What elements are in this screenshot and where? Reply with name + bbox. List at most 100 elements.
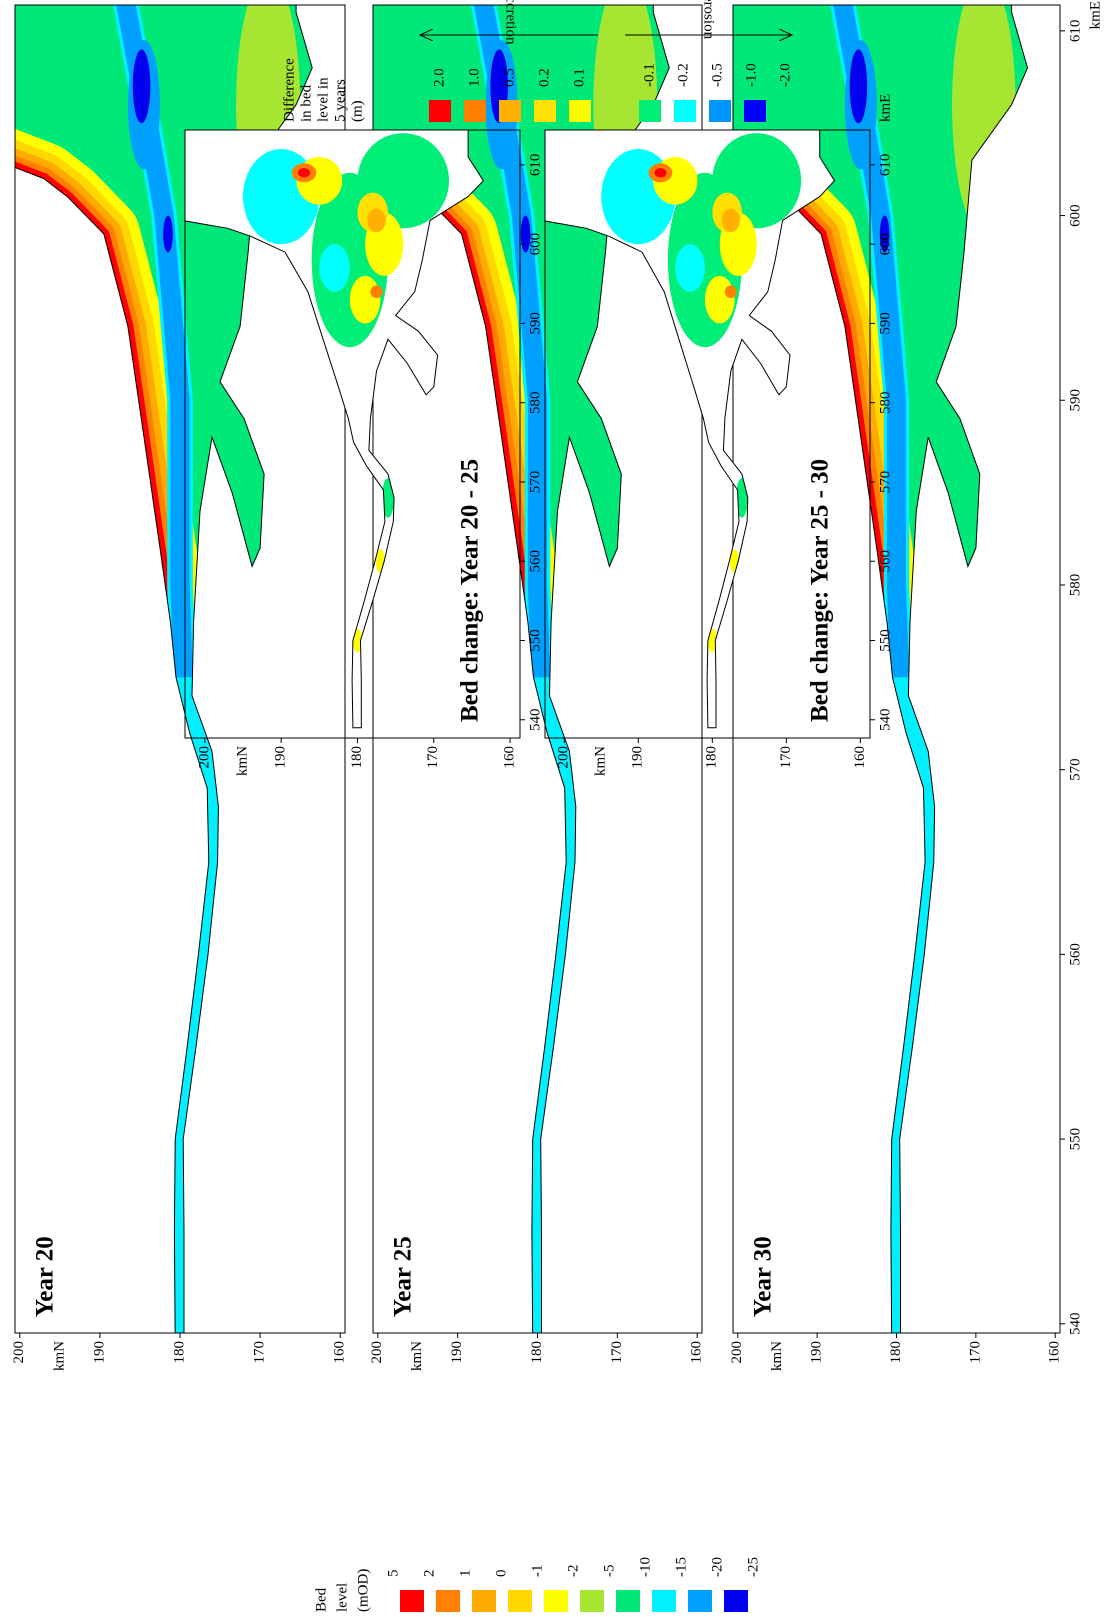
legend-swatch — [534, 100, 556, 122]
change-patch — [381, 477, 395, 518]
coastline — [545, 130, 836, 729]
deep-pool — [132, 49, 151, 124]
y-tick-label: 180 — [349, 746, 365, 769]
legend-label: 0.2 — [536, 68, 552, 87]
legend-title: (mOD) — [355, 1569, 371, 1612]
y-tick-label: 200 — [369, 1341, 385, 1364]
x-tick-label: 610 — [877, 154, 893, 177]
legend-swatch — [674, 100, 696, 122]
x-tick-label: 570 — [527, 471, 543, 494]
legend-swatch — [429, 100, 451, 122]
y-tick-label: 160 — [1047, 1341, 1063, 1364]
legend-label: 2.0 — [431, 68, 447, 87]
accretion-label: accretion — [503, 0, 519, 45]
legend-swatch — [616, 1590, 640, 1612]
y-tick-label: 170 — [778, 746, 794, 769]
legend-swatch — [569, 100, 591, 122]
legend-title: Difference — [281, 58, 297, 122]
y-tick-label: 190 — [630, 746, 646, 769]
legend-title: in bed — [298, 84, 314, 122]
legend-label: -2.0 — [777, 63, 793, 87]
legend-title: level in — [315, 77, 331, 122]
change-patch — [352, 628, 363, 653]
legend-label: 5 — [385, 1570, 401, 1578]
change-patch — [721, 208, 740, 233]
map-title: Bed change: Year 20 - 25 — [457, 459, 484, 722]
legend-label: -25 — [745, 1557, 761, 1577]
y-tick-label: 170 — [967, 1341, 983, 1364]
x-tick-label: 570 — [877, 471, 893, 494]
change-patch — [724, 285, 737, 299]
legend-title: Bed — [313, 1587, 329, 1612]
change-patch — [319, 244, 350, 292]
legend-swatch — [436, 1590, 460, 1612]
map-title: Year 20 — [32, 1236, 59, 1317]
legend-swatch — [499, 100, 521, 122]
x-tick-label: 580 — [877, 391, 893, 414]
x-tick-label: 600 — [1067, 204, 1083, 227]
y-tick-label: 160 — [689, 1341, 705, 1364]
coastline — [733, 5, 1029, 1333]
legend-label: -0.1 — [641, 63, 657, 87]
change-patch — [707, 628, 717, 653]
y-tick-label: 200 — [11, 1341, 27, 1364]
change-patch — [675, 244, 705, 292]
y-tick-label: 200 — [196, 746, 212, 769]
x-tick-label: 610 — [527, 154, 543, 177]
legend-label: 0 — [493, 1570, 509, 1578]
legend-label: -10 — [637, 1557, 653, 1577]
legend-label: 1 — [457, 1570, 473, 1578]
legend-swatch — [639, 100, 661, 122]
legend-label: 1.0 — [466, 68, 482, 87]
legend-swatch — [400, 1590, 424, 1612]
y-tick-label: 190 — [273, 746, 289, 769]
x-tick-label: 560 — [1067, 943, 1083, 966]
y-axis-label: kmN — [51, 1341, 67, 1371]
y-tick-label: 170 — [425, 746, 441, 769]
y-tick-label: 200 — [729, 1341, 745, 1364]
deep-pool — [849, 49, 868, 124]
legend-label: -15 — [673, 1557, 689, 1577]
legend-label: -1.0 — [743, 63, 759, 87]
legend-swatch — [472, 1590, 496, 1612]
y-tick-label: 190 — [809, 1341, 825, 1364]
x-tick-label: 570 — [1067, 758, 1083, 781]
legend-swatch — [464, 100, 486, 122]
legend-title: level — [334, 1583, 350, 1612]
legend-label: -2 — [565, 1565, 581, 1578]
y-axis-label: kmN — [593, 746, 609, 776]
map-title: Bed change: Year 25 - 30 — [807, 459, 834, 722]
legend-label: -5 — [601, 1565, 617, 1578]
legend-label: -20 — [709, 1557, 725, 1577]
legend-swatch — [508, 1590, 532, 1612]
deep-pool — [163, 215, 173, 253]
x-tick-label: 550 — [877, 629, 893, 652]
legend-title: (m) — [349, 100, 365, 122]
x-tick-label: 600 — [877, 233, 893, 256]
y-tick-label: 160 — [332, 1341, 348, 1364]
x-tick-label: 590 — [877, 312, 893, 335]
y-tick-label: 190 — [449, 1341, 465, 1364]
legend-swatch — [724, 1590, 748, 1612]
x-tick-label: 550 — [1067, 1128, 1083, 1151]
y-tick-label: 170 — [252, 1341, 268, 1364]
erosion-label: erosion — [701, 0, 717, 40]
legend-title: 5 years — [332, 79, 348, 122]
legend-swatch — [688, 1590, 712, 1612]
x-tick-label: 600 — [527, 233, 543, 256]
change-patch — [349, 275, 381, 324]
legend-swatch — [580, 1590, 604, 1612]
x-tick-label: 540 — [527, 709, 543, 732]
y-tick-label: 190 — [91, 1341, 107, 1364]
y-axis-label: kmN — [409, 1341, 425, 1371]
legend-label: -1 — [529, 1565, 545, 1578]
y-tick-label: 180 — [704, 746, 720, 769]
y-tick-label: 170 — [609, 1341, 625, 1364]
legend-swatch — [652, 1590, 676, 1612]
y-axis-label: kmN — [234, 746, 250, 776]
y-tick-label: 200 — [556, 746, 572, 769]
x-tick-label: 590 — [1067, 389, 1083, 412]
